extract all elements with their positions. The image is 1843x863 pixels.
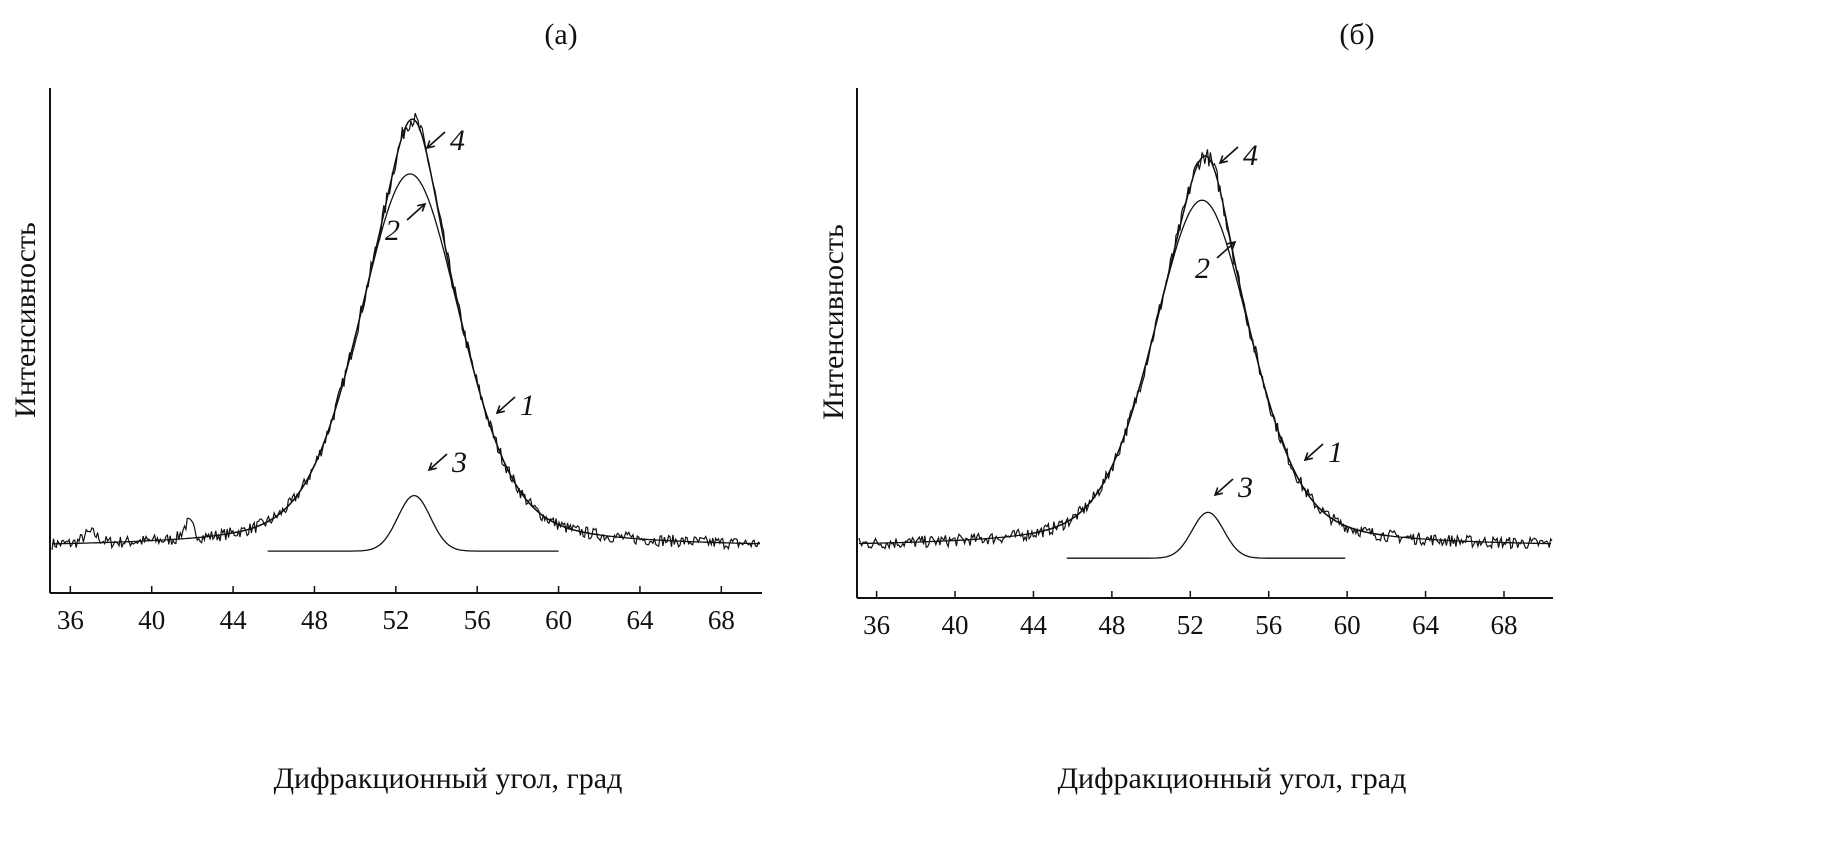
series-1-experimental: [51, 112, 761, 551]
annotation-arrow: [406, 203, 426, 221]
y-axis-label: Интенсивность: [9, 222, 42, 418]
x-tick-label: 36: [863, 610, 890, 640]
y-axis-label: Интенсивность: [817, 224, 850, 420]
curve-label-3: 3: [1237, 471, 1253, 504]
annotation-arrow: [1214, 478, 1234, 496]
series-3-fit: [1066, 511, 1346, 559]
series-1-experimental: [858, 149, 1553, 551]
curve-label-2: 2: [1195, 252, 1210, 285]
arrow-head-icon: [1218, 155, 1228, 165]
x-tick-label: 56: [1255, 610, 1282, 640]
x-axis-label: Дифракционный угол, град: [1058, 762, 1407, 795]
panel-title: (а): [544, 18, 577, 51]
curve-label-4: 4: [1243, 139, 1258, 172]
curve-label-1: 1: [1328, 436, 1343, 469]
x-tick-label: 40: [942, 610, 969, 640]
x-tick-label: 44: [220, 605, 248, 635]
x-tick-label: 52: [382, 605, 409, 635]
curve-label-2: 2: [385, 214, 400, 247]
panel-b: (б) Дифракционный угол, град Интенсивнос…: [817, 18, 1553, 795]
arrow-head-icon: [425, 140, 435, 150]
annotation-arrow: [426, 131, 446, 149]
arrow-head-icon: [1213, 487, 1223, 497]
x-tick-label: 68: [1490, 610, 1517, 640]
x-tick-label: 60: [1334, 610, 1361, 640]
curve-label-4: 4: [450, 124, 465, 157]
arrow-head-icon: [417, 202, 427, 212]
x-axis-label: Дифракционный угол, град: [274, 762, 623, 795]
x-tick-label: 64: [1412, 610, 1440, 640]
annotation-arrow: [1304, 443, 1324, 461]
series-2-fit: [859, 199, 1551, 545]
curve-label-1: 1: [520, 389, 535, 422]
annotation-arrow: [1219, 146, 1239, 164]
series-4-sum: [232, 118, 600, 536]
x-tick-label: 52: [1177, 610, 1204, 640]
panel-a: (а) Дифракционный угол, град Интенсивнос…: [9, 18, 762, 795]
series-3-fit: [267, 494, 559, 552]
x-tick-label: 56: [464, 605, 491, 635]
arrow-head-icon: [1303, 452, 1313, 462]
x-tick-label: 64: [626, 605, 654, 635]
x-tick-label: 68: [708, 605, 735, 635]
x-tick-label: 48: [1098, 610, 1125, 640]
annotation-arrow: [1216, 241, 1236, 259]
curve-label-3: 3: [451, 446, 467, 479]
x-tick-label: 48: [301, 605, 328, 635]
annotation-arrow: [428, 453, 448, 471]
panel-title: (б): [1339, 18, 1374, 51]
arrow-head-icon: [1227, 240, 1237, 250]
series-4-sum: [1033, 155, 1387, 537]
series-2-fit: [51, 173, 761, 545]
x-tick-label: 60: [545, 605, 572, 635]
arrow-head-icon: [495, 405, 505, 415]
arrow-head-icon: [427, 462, 437, 472]
annotation-arrow: [496, 396, 516, 414]
x-tick-label: 36: [57, 605, 84, 635]
x-tick-label: 40: [138, 605, 165, 635]
x-tick-label: 44: [1020, 610, 1048, 640]
